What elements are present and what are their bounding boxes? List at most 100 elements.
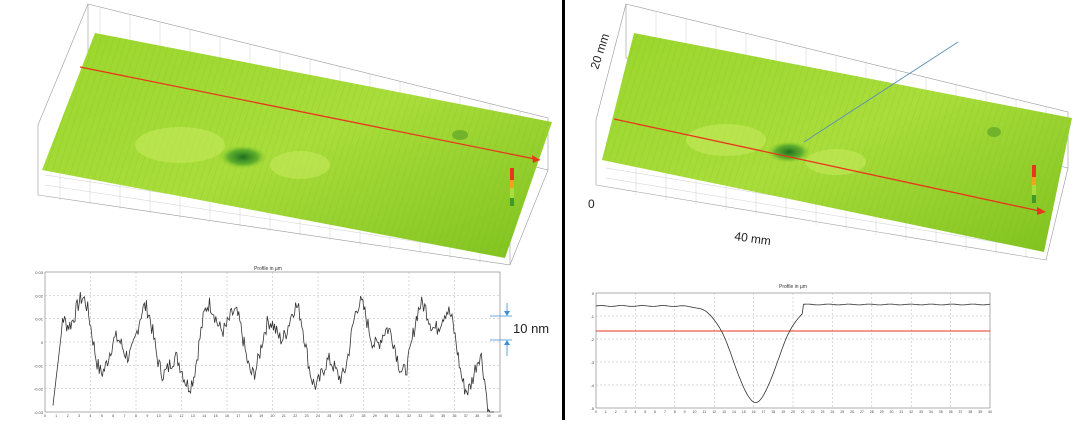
scale-annotation: 10 nm — [513, 321, 549, 336]
rp-x-tick-label: 40 — [988, 410, 992, 414]
lp-x-tick-label: 32 — [407, 414, 411, 418]
right-profile-line — [595, 303, 991, 403]
rp-x-tick-label: 8 — [674, 410, 676, 414]
lp-x-tick-label: 10 — [157, 414, 161, 418]
rp-x-tick-label: 20 — [791, 410, 795, 414]
lp-x-tick-label: 2 — [67, 414, 69, 418]
rp-x-tick-label: 5 — [644, 410, 646, 414]
rp-x-tick-label: 35 — [939, 410, 943, 414]
lp-x-tick-label: 40 — [498, 414, 502, 418]
rp-x-tick-label: 19 — [781, 410, 785, 414]
rp-x-tick-label: 12 — [712, 410, 716, 414]
rp-x-tick-label: 15 — [742, 410, 746, 414]
rp-x-tick-label: 9 — [684, 410, 686, 414]
lp-x-tick-label: 13 — [191, 414, 195, 418]
rp-x-tick-label: 22 — [811, 410, 815, 414]
lp-y-tick-label: -0.03 — [34, 410, 44, 415]
lp-x-tick-label: 26 — [339, 414, 343, 418]
lp-x-tick-label: 3 — [78, 414, 80, 418]
lp-x-tick-label: 24 — [316, 414, 320, 418]
rp-x-tick-label: 7 — [664, 410, 666, 414]
rp-x-tick-label: 24 — [830, 410, 834, 414]
rp-y-tick-label: -1 — [590, 314, 594, 319]
left-surface — [42, 33, 552, 258]
lp-x-tick-label: 12 — [180, 414, 184, 418]
right-profile-chart: Profile in µm 0-1-2-3-4-5 0 1 2 3 4 5 6 7 8 9 10 11… — [590, 284, 992, 414]
right-grid-box — [595, 3, 1069, 261]
lp-y-tick-label: 0.03 — [35, 270, 44, 275]
right-color-scale — [1032, 165, 1036, 203]
lp-x-tick-label: 27 — [350, 414, 354, 418]
lp-x-tick-label: 36 — [453, 414, 457, 418]
rp-x-tick-label: 30 — [890, 410, 894, 414]
rp-y-tick-label: -3 — [590, 360, 594, 365]
lp-x-tick-label: 0 — [44, 414, 46, 418]
right-profile-title: Profile in µm — [779, 284, 807, 290]
rp-x-tick-label: 29 — [880, 410, 884, 414]
right-profile-y-ticks: 0 -1 -2 -3 -4 -5 — [590, 291, 594, 411]
left-panel: Profile in µm 0.03 0.02 0.01 0 -0.01 -0.02 -0.… — [33, 3, 552, 418]
left-color-scale — [510, 168, 514, 206]
lp-x-tick-label: 7 — [124, 414, 126, 418]
rp-x-tick-label: 13 — [722, 410, 726, 414]
rp-x-tick-label: 37 — [958, 410, 962, 414]
lp-x-tick-label: 9 — [146, 414, 148, 418]
rp-x-tick-label: 28 — [870, 410, 874, 414]
right-section-line — [613, 118, 1045, 213]
rp-x-tick-label: 33 — [919, 410, 923, 414]
rp-y-tick-label: -4 — [590, 383, 594, 388]
lp-x-tick-label: 8 — [135, 414, 137, 418]
left-profile-y-ticks: 0.03 0.02 0.01 0 -0.01 -0.02 -0.03 — [34, 270, 44, 415]
rp-x-tick-label: 31 — [899, 410, 903, 414]
rp-x-tick-label: 27 — [860, 410, 864, 414]
rp-x-tick-label: 39 — [978, 410, 982, 414]
lp-x-tick-label: 25 — [327, 414, 331, 418]
lp-x-tick-label: 20 — [271, 414, 275, 418]
lp-y-tick-label: -0.02 — [34, 387, 44, 392]
lp-x-tick-label: 17 — [236, 414, 240, 418]
lp-x-tick-label: 18 — [248, 414, 252, 418]
lp-x-tick-label: 34 — [430, 414, 434, 418]
lp-y-tick-label: 0.01 — [35, 317, 44, 322]
lp-x-tick-label: 29 — [373, 414, 377, 418]
right-probe-line — [803, 41, 959, 143]
lp-x-tick-label: 14 — [202, 414, 206, 418]
rp-x-tick-label: 18 — [771, 410, 775, 414]
lp-x-tick-label: 4 — [90, 414, 92, 418]
left-section-line — [79, 66, 541, 161]
width-label: 40 mm — [734, 229, 772, 248]
rp-x-tick-label: 3 — [625, 410, 627, 414]
rp-x-tick-label: 38 — [968, 410, 972, 414]
lp-x-tick-label: 19 — [259, 414, 263, 418]
lp-x-tick-label: 38 — [475, 414, 479, 418]
rp-x-tick-label: 16 — [752, 410, 756, 414]
rp-x-tick-label: 4 — [634, 410, 636, 414]
lp-x-tick-label: 22 — [293, 414, 297, 418]
lp-x-tick-label: 16 — [225, 414, 229, 418]
rp-x-tick-label: 0 — [595, 410, 597, 414]
lp-x-tick-label: 15 — [214, 414, 218, 418]
rp-y-tick-label: 0 — [592, 291, 595, 296]
left-profile-title: Profile in µm — [254, 266, 282, 272]
lp-x-tick-label: 6 — [112, 414, 114, 418]
rp-x-tick-label: 34 — [929, 410, 933, 414]
right-dip — [767, 141, 811, 163]
left-figure: Profile in µm 0.03 0.02 0.01 0 -0.01 -0.02 -0.… — [34, 3, 552, 418]
lp-x-tick-label: 31 — [396, 414, 400, 418]
lp-x-tick-label: 30 — [384, 414, 388, 418]
scale-bracket — [490, 303, 512, 356]
rp-x-tick-label: 10 — [693, 410, 697, 414]
lp-x-tick-label: 28 — [362, 414, 366, 418]
right-surface — [602, 33, 1072, 252]
lp-x-tick-label: 1 — [55, 414, 57, 418]
lp-x-tick-label: 37 — [464, 414, 468, 418]
rp-x-tick-label: 14 — [732, 410, 736, 414]
lp-x-tick-label: 33 — [418, 414, 422, 418]
lp-x-tick-label: 5 — [101, 414, 103, 418]
rp-x-tick-label: 2 — [615, 410, 617, 414]
lp-y-tick-label: -0.01 — [34, 363, 44, 368]
lp-x-tick-label: 39 — [487, 414, 491, 418]
depth-label: 20 mm — [588, 32, 613, 71]
rp-x-tick-label: 11 — [703, 410, 707, 414]
rp-x-tick-label: 23 — [821, 410, 825, 414]
